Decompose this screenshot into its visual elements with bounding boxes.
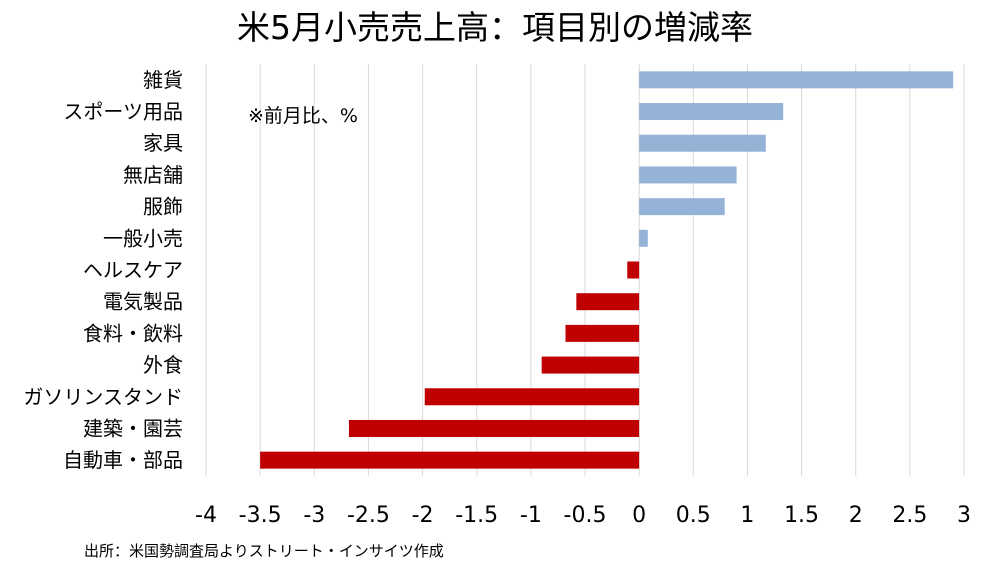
- x-tick-label: 0: [632, 503, 646, 528]
- category-label: 自動車・部品: [63, 448, 183, 472]
- bar: [348, 419, 640, 437]
- category-label: 食料・飲料: [83, 321, 183, 345]
- bar: [639, 229, 648, 247]
- category-label: スポーツ用品: [63, 100, 183, 124]
- x-tick-label: -0.5: [564, 503, 607, 528]
- x-tick-label: -1.5: [455, 503, 498, 528]
- bar: [639, 134, 766, 152]
- bar: [576, 293, 640, 311]
- category-label: ヘルスケア: [83, 258, 183, 282]
- bar: [424, 388, 640, 406]
- category-label: 雑貨: [143, 68, 183, 92]
- category-label: 一般小売: [103, 226, 183, 250]
- x-tick-label: 2: [849, 503, 863, 528]
- bar: [639, 71, 954, 89]
- category-label: 建築・園芸: [83, 416, 183, 440]
- chart-title: 米5月小売売上高：項目別の増減率: [237, 8, 753, 47]
- category-label: 電気製品: [103, 290, 183, 314]
- bar: [639, 198, 725, 216]
- x-tick-label: 3: [957, 503, 971, 528]
- bar: [565, 324, 640, 342]
- category-label: 無店舗: [123, 163, 183, 187]
- category-label: 家具: [143, 131, 183, 155]
- x-tick-label: -2.5: [347, 503, 390, 528]
- category-label: 外食: [143, 353, 183, 377]
- category-label: ガソリンスタンド: [23, 385, 183, 409]
- x-tick-label: -2: [412, 503, 434, 528]
- x-tick-label: 0.5: [676, 503, 711, 528]
- category-label: 服飾: [143, 195, 183, 219]
- x-tick-label: 1.5: [784, 503, 819, 528]
- unit-note: ※前月比、%: [248, 105, 358, 127]
- x-tick-label: -1: [520, 503, 542, 528]
- bar: [639, 103, 784, 121]
- bar: [541, 356, 640, 374]
- source-note: 出所：米国勢調査局よりストリート・インサイツ作成: [84, 542, 444, 560]
- x-tick-label: -4: [195, 503, 217, 528]
- x-tick-label: -3.5: [239, 503, 282, 528]
- bar: [260, 451, 640, 469]
- x-tick-label: 1: [740, 503, 754, 528]
- x-tick-label: -3: [303, 503, 325, 528]
- bar: [627, 261, 640, 279]
- bar: [639, 166, 737, 184]
- x-tick-label: 2.5: [892, 503, 927, 528]
